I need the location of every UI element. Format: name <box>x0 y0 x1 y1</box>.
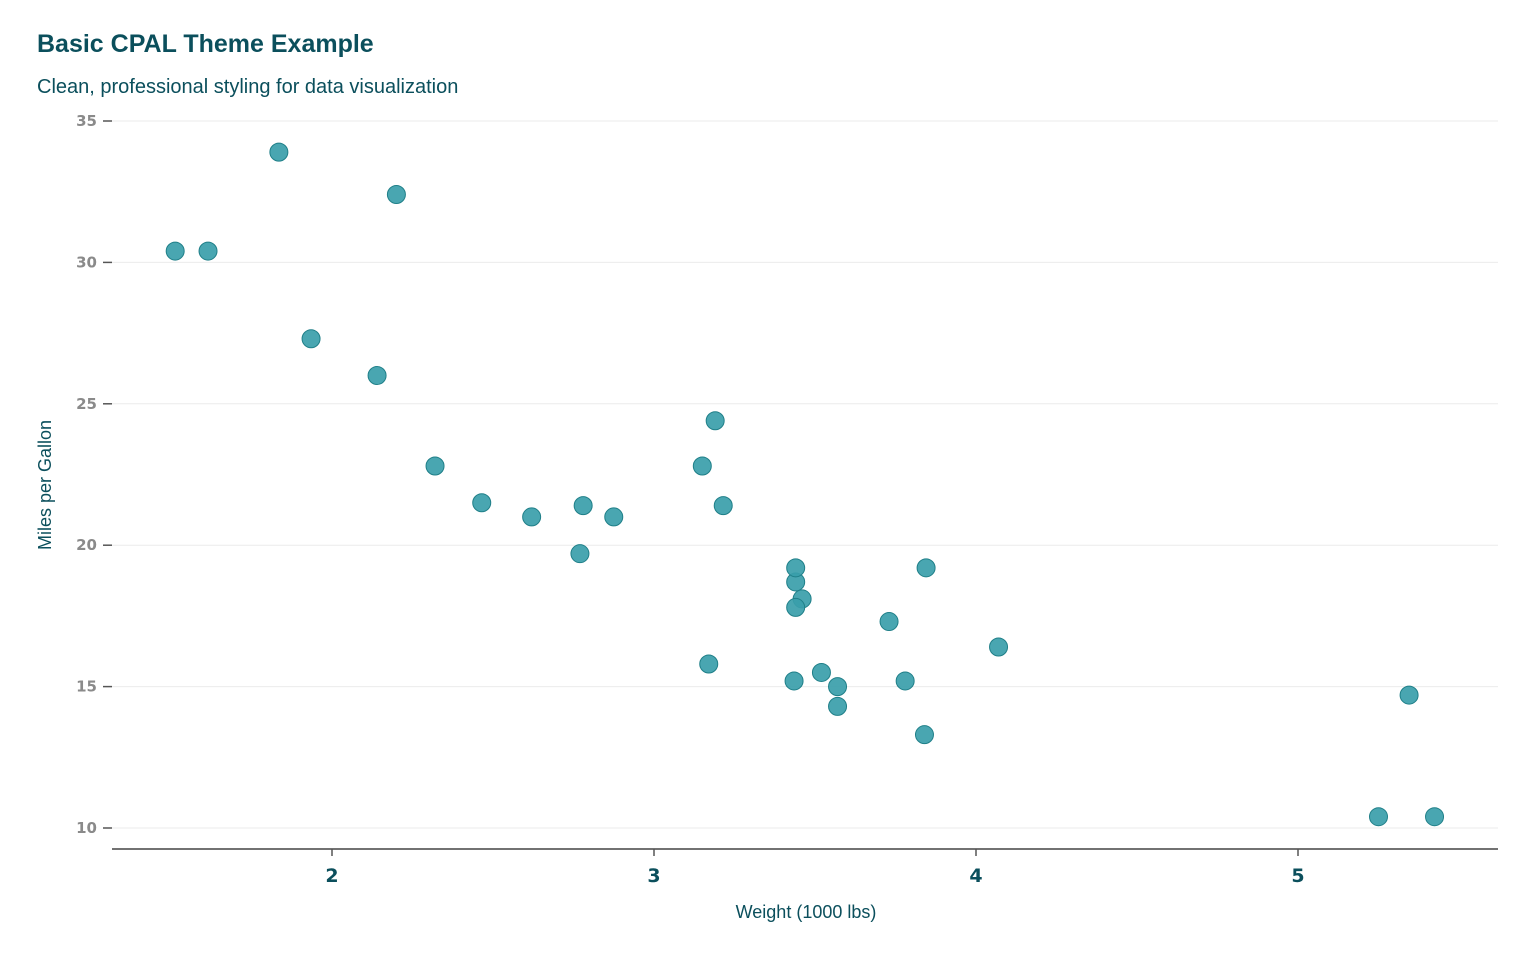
x-tick-label: 5 <box>1291 865 1304 887</box>
data-point <box>914 725 934 745</box>
y-tick-label: 35 <box>76 112 97 130</box>
data-point <box>1399 685 1419 705</box>
y-axis-title: Miles per Gallon <box>35 420 55 550</box>
x-tick-label: 2 <box>325 865 338 887</box>
x-tick-label: 4 <box>969 865 982 887</box>
data-points <box>165 142 1445 827</box>
y-axis: 10 15 20 25 30 35 <box>76 112 112 837</box>
data-point <box>198 241 218 261</box>
data-point <box>895 671 915 691</box>
y-tick-label: 30 <box>76 253 97 271</box>
data-point <box>1369 807 1388 827</box>
y-tick-label: 20 <box>76 536 97 554</box>
y-tick-label: 10 <box>76 819 97 837</box>
data-point <box>879 612 899 632</box>
data-point <box>570 544 590 564</box>
data-point <box>386 185 406 205</box>
chart-subtitle: Clean, professional styling for data vis… <box>37 76 459 98</box>
y-tick-label: 25 <box>76 395 97 413</box>
data-point <box>989 637 1009 657</box>
data-point <box>916 558 936 578</box>
data-point <box>425 456 445 476</box>
data-point <box>367 366 387 386</box>
data-point <box>269 142 289 162</box>
x-axis: 2 3 4 5 <box>112 848 1498 887</box>
x-tick-label: 3 <box>647 865 660 887</box>
y-tick-label: 15 <box>76 678 97 696</box>
data-point <box>828 677 848 697</box>
grid-lines <box>112 120 1498 829</box>
data-point <box>1425 807 1445 827</box>
data-point <box>784 671 804 691</box>
data-point <box>705 411 725 431</box>
data-point <box>692 456 712 476</box>
data-point <box>573 496 593 516</box>
data-point <box>811 662 831 682</box>
data-point <box>786 597 806 617</box>
chart-title: Basic CPAL Theme Example <box>37 30 374 58</box>
data-point <box>828 696 848 716</box>
data-point <box>301 329 321 349</box>
data-point <box>472 493 492 513</box>
data-point <box>604 507 624 527</box>
x-axis-title: Weight (1000 lbs) <box>736 902 877 922</box>
data-point <box>713 496 733 516</box>
data-point <box>699 654 719 674</box>
data-point <box>786 558 806 578</box>
data-point <box>165 241 185 261</box>
data-point <box>522 507 542 527</box>
